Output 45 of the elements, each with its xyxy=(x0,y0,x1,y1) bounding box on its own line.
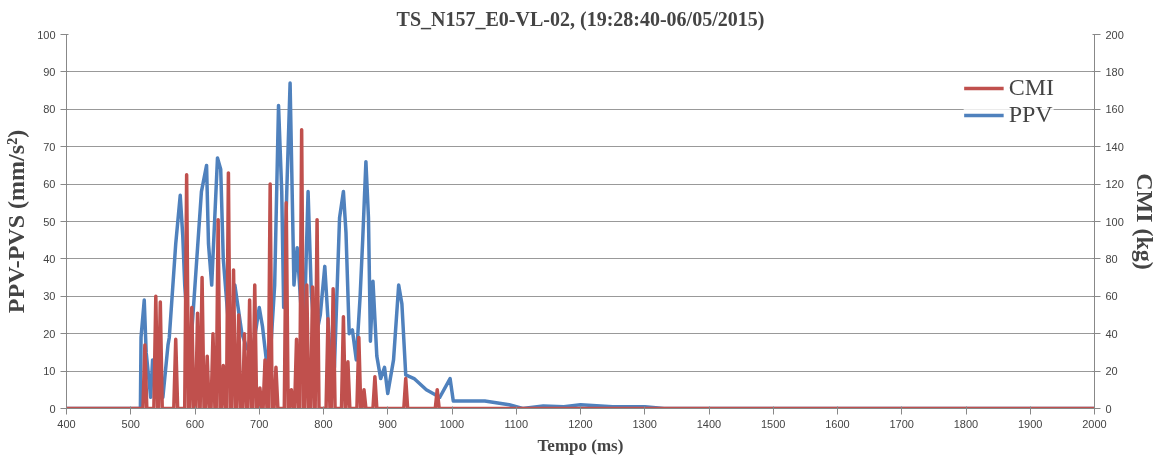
y2-tick-label: 140 xyxy=(1105,140,1124,153)
x-tick-label: 500 xyxy=(121,417,140,430)
x-tick-label: 700 xyxy=(250,417,269,430)
y2-tick-label: 180 xyxy=(1105,65,1124,78)
x-tick-label: 600 xyxy=(185,417,205,430)
y2-axis-title: CMI (kg) xyxy=(1131,173,1158,270)
x-tick-label: 1800 xyxy=(953,417,979,430)
y-tick-label: 90 xyxy=(43,65,56,78)
y-tick-label: 40 xyxy=(43,252,56,265)
x-tick-label: 800 xyxy=(314,417,333,430)
y-tick-label: 50 xyxy=(43,215,56,228)
y-tick-label: 10 xyxy=(43,365,56,378)
y2-tick-label: 0 xyxy=(1105,402,1112,415)
x-tick-label: 1000 xyxy=(439,417,465,430)
y-tick-label: 20 xyxy=(43,327,56,340)
y-tick-label: 60 xyxy=(43,178,56,191)
y-tick-label: 80 xyxy=(43,103,56,116)
y-tick-label: 30 xyxy=(43,290,56,303)
y2-tick-label: 40 xyxy=(1105,327,1118,340)
y2-tick-label: 80 xyxy=(1105,252,1118,265)
x-tick-label: 1100 xyxy=(504,417,529,430)
legend-label: CMI xyxy=(1008,74,1054,101)
y-tick-label: 70 xyxy=(43,140,56,153)
y2-tick-label: 200 xyxy=(1105,28,1124,41)
y2-tick-label: 100 xyxy=(1105,215,1124,228)
x-tick-label: 1700 xyxy=(889,417,914,430)
x-tick-label: 400 xyxy=(57,417,76,430)
x-tick-label: 1400 xyxy=(696,417,722,430)
x-axis-title: Tempo (ms) xyxy=(537,435,624,455)
x-tick-label: 2000 xyxy=(1082,417,1107,430)
y2-tick-label: 60 xyxy=(1105,290,1118,303)
y2-tick-label: 120 xyxy=(1105,178,1124,191)
chart-title: TS_N157_E0-VL-02, (19:28:40-06/05/2015) xyxy=(396,7,765,31)
y-axis-title: PPV-PVS (mm/s²) xyxy=(3,129,30,314)
y-tick-label: 100 xyxy=(37,28,56,41)
legend-label: PPV xyxy=(1008,101,1053,128)
y2-tick-label: 20 xyxy=(1105,365,1118,378)
y2-tick-label: 160 xyxy=(1105,103,1124,116)
x-tick-label: 1300 xyxy=(632,417,657,430)
x-tick-label: 1500 xyxy=(761,417,786,430)
y-tick-label: 0 xyxy=(49,402,56,415)
x-tick-label: 1900 xyxy=(1018,417,1043,430)
x-tick-label: 900 xyxy=(378,417,397,430)
x-tick-label: 1200 xyxy=(568,417,593,430)
x-tick-label: 1600 xyxy=(825,417,850,430)
